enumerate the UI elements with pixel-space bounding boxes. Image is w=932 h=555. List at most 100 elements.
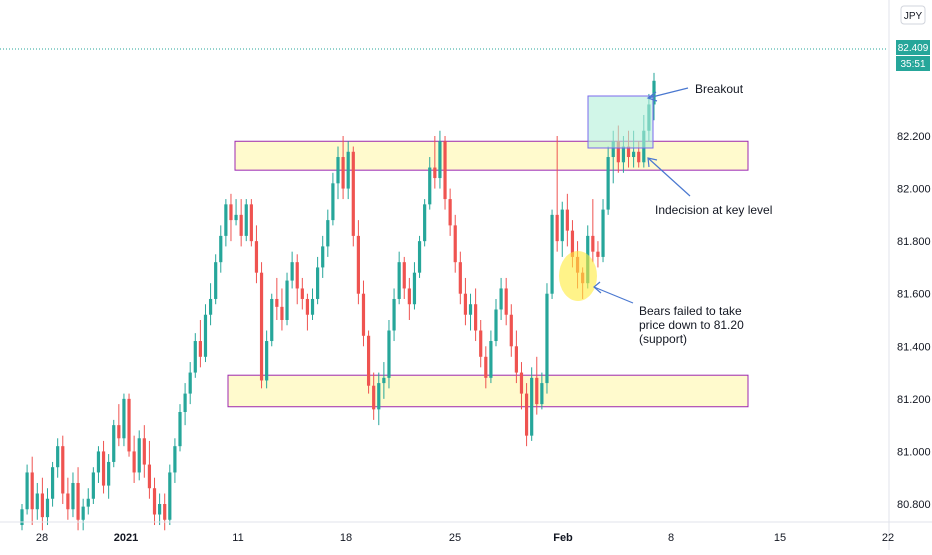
candle[interactable] <box>438 130 442 189</box>
candle[interactable] <box>596 241 600 268</box>
candle[interactable] <box>484 346 488 389</box>
candle[interactable] <box>524 383 529 447</box>
candle[interactable] <box>392 288 396 342</box>
candle[interactable] <box>326 209 330 257</box>
candle[interactable] <box>356 220 360 305</box>
candle[interactable] <box>474 288 478 342</box>
candle[interactable] <box>514 330 518 384</box>
candle[interactable] <box>377 372 381 426</box>
candle[interactable] <box>479 320 483 368</box>
candle[interactable] <box>295 254 299 305</box>
candle[interactable] <box>463 277 468 326</box>
candle[interactable] <box>509 304 513 357</box>
candle[interactable] <box>45 488 50 526</box>
candle[interactable] <box>56 438 60 478</box>
candle[interactable] <box>300 277 304 310</box>
candle[interactable] <box>30 456 34 526</box>
candle[interactable] <box>305 293 310 331</box>
candle[interactable] <box>214 254 218 305</box>
candle[interactable] <box>188 362 192 405</box>
candle[interactable] <box>132 435 136 483</box>
candle[interactable] <box>545 283 549 394</box>
candle[interactable] <box>550 209 554 299</box>
candle[interactable] <box>168 464 172 526</box>
candle[interactable] <box>494 298 498 347</box>
candle[interactable] <box>117 404 121 447</box>
candle[interactable] <box>20 504 24 531</box>
candle[interactable] <box>244 199 248 242</box>
candle[interactable] <box>417 235 422 278</box>
candle[interactable] <box>341 136 345 200</box>
currency-badge[interactable]: JPY <box>900 5 926 25</box>
candle[interactable] <box>285 272 289 326</box>
candle[interactable] <box>96 446 101 483</box>
resistance-zone[interactable] <box>234 140 749 171</box>
candle[interactable] <box>81 498 85 531</box>
candle[interactable] <box>25 464 29 515</box>
candle[interactable] <box>366 330 371 394</box>
candle[interactable] <box>336 146 340 200</box>
candle[interactable] <box>183 383 187 426</box>
candle[interactable] <box>270 293 274 347</box>
candle[interactable] <box>489 330 493 384</box>
candle[interactable] <box>560 201 564 257</box>
candle[interactable] <box>71 472 75 518</box>
candle[interactable] <box>382 362 386 399</box>
candle[interactable] <box>86 488 90 515</box>
candle[interactable] <box>321 235 325 278</box>
candle[interactable] <box>468 293 473 331</box>
candle[interactable] <box>428 157 432 210</box>
candle[interactable] <box>601 199 605 263</box>
candle[interactable] <box>316 256 320 305</box>
candle[interactable] <box>458 251 462 305</box>
candle[interactable] <box>606 146 610 215</box>
candle[interactable] <box>351 146 355 247</box>
candle[interactable] <box>152 477 157 526</box>
candle[interactable] <box>158 493 162 526</box>
candle[interactable] <box>147 440 152 499</box>
time-axis[interactable]: 28 2021 11 18 25 Feb 8 15 22 <box>36 532 894 544</box>
candle[interactable] <box>219 225 223 273</box>
indecision-box[interactable] <box>587 95 654 149</box>
candle[interactable] <box>178 404 182 452</box>
support-zone[interactable] <box>227 374 749 408</box>
candle[interactable] <box>173 438 177 483</box>
candle[interactable] <box>107 454 111 499</box>
candle[interactable] <box>91 467 95 504</box>
candle[interactable] <box>402 256 406 299</box>
candle[interactable] <box>275 277 279 320</box>
candle[interactable] <box>433 136 437 189</box>
candle[interactable] <box>198 320 202 368</box>
candle[interactable] <box>280 288 284 331</box>
candle[interactable] <box>229 193 233 242</box>
candle[interactable] <box>254 225 259 284</box>
candle[interactable] <box>137 430 141 481</box>
candle[interactable] <box>112 419 116 468</box>
candle[interactable] <box>203 304 208 363</box>
candle[interactable] <box>565 193 569 247</box>
candle[interactable] <box>50 461 55 507</box>
candle[interactable] <box>540 372 544 410</box>
candle[interactable] <box>122 393 126 447</box>
candle[interactable] <box>193 333 197 378</box>
candle[interactable] <box>208 283 213 326</box>
candle[interactable] <box>530 367 534 441</box>
candle[interactable] <box>310 288 315 320</box>
candle[interactable] <box>412 262 417 310</box>
candle[interactable] <box>407 277 411 320</box>
candle[interactable] <box>66 477 70 520</box>
candle[interactable] <box>224 199 228 247</box>
candle[interactable] <box>163 493 167 531</box>
candle[interactable] <box>259 262 264 389</box>
candle[interactable] <box>397 251 401 305</box>
candle[interactable] <box>76 467 80 531</box>
candle[interactable] <box>249 199 253 247</box>
price-axis[interactable]: 82.200 82.000 81.800 81.600 81.400 81.200 81.0… <box>897 131 931 511</box>
candle[interactable] <box>290 251 294 289</box>
candle[interactable] <box>372 372 376 420</box>
candle[interactable] <box>423 199 427 247</box>
candle[interactable] <box>127 393 131 457</box>
candle[interactable] <box>453 214 457 273</box>
